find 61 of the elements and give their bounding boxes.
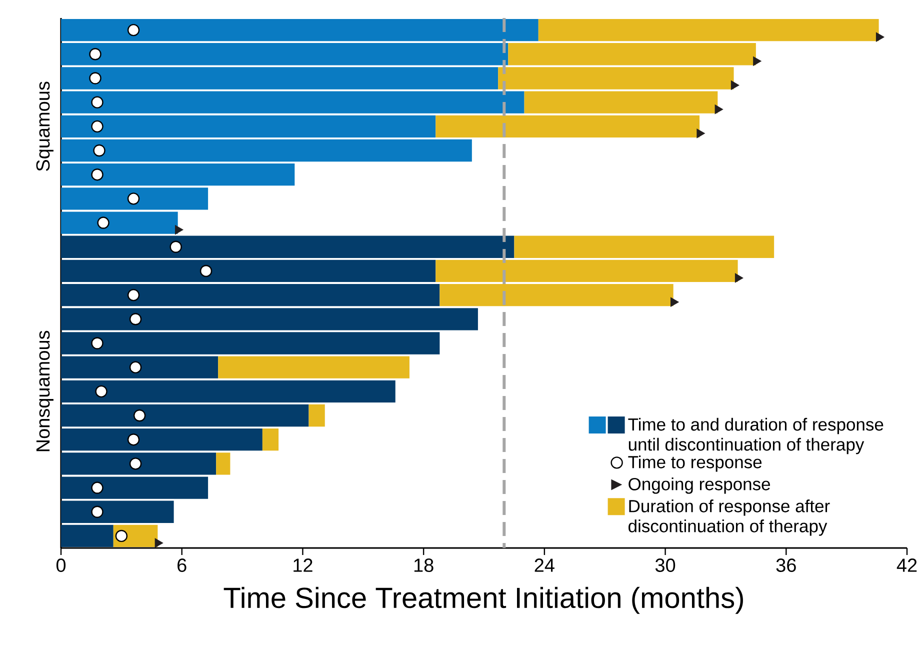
point	[129, 313, 142, 326]
bar	[61, 380, 396, 402]
legend-label: Duration of response after discontinuation of therapy	[628, 499, 830, 536]
x-tick-label: 0	[56, 558, 66, 572]
bar	[61, 260, 436, 282]
bar	[436, 260, 738, 282]
bar	[440, 284, 674, 306]
x-tick-label: 30	[655, 558, 676, 572]
point	[129, 361, 142, 374]
point	[93, 144, 106, 157]
point	[95, 385, 108, 398]
point	[133, 409, 146, 422]
bar	[61, 284, 440, 306]
bar	[514, 236, 774, 258]
bar	[61, 236, 514, 258]
bar	[61, 18, 538, 42]
bar	[61, 308, 478, 330]
x-tick-label: 18	[414, 558, 434, 572]
point	[91, 506, 104, 518]
bar	[61, 115, 436, 138]
point	[91, 337, 104, 350]
point	[127, 24, 140, 36]
bar	[61, 43, 508, 66]
point	[127, 288, 140, 302]
point	[200, 264, 212, 278]
bar	[61, 524, 114, 548]
point	[91, 168, 104, 181]
bar	[262, 428, 279, 451]
bar	[61, 500, 174, 523]
point	[127, 434, 140, 446]
point	[129, 458, 142, 470]
legend-label: Time to response	[628, 455, 762, 472]
x-tick-label: 24	[534, 558, 554, 572]
x-tick-label: 42	[896, 558, 917, 572]
x-tick-label: 6	[178, 558, 186, 572]
bar	[436, 115, 700, 138]
point	[91, 96, 104, 108]
bar	[308, 404, 325, 427]
bar	[508, 43, 756, 66]
text: Nonsquamous	[36, 330, 54, 452]
text: Squamous	[36, 82, 54, 171]
point	[89, 48, 102, 60]
bar	[538, 18, 879, 42]
bar	[61, 164, 295, 186]
point	[89, 72, 102, 84]
bar	[218, 356, 410, 378]
x-axis-title: Time Since Treatment Initiation (months)	[224, 586, 743, 614]
point	[91, 120, 104, 133]
x-tick-label: 36	[776, 558, 796, 572]
point	[115, 530, 128, 542]
x-tick-label: 12	[294, 558, 312, 572]
bar	[61, 404, 309, 427]
legend-label: Ongoing response	[628, 477, 770, 494]
bar	[61, 139, 472, 162]
point	[97, 216, 110, 229]
bar	[61, 428, 262, 451]
point	[127, 192, 140, 205]
legend-label: Time to and duration of response until discontinuation of therapy	[628, 418, 884, 454]
point	[170, 240, 182, 253]
point	[91, 482, 104, 494]
bar	[216, 452, 230, 475]
